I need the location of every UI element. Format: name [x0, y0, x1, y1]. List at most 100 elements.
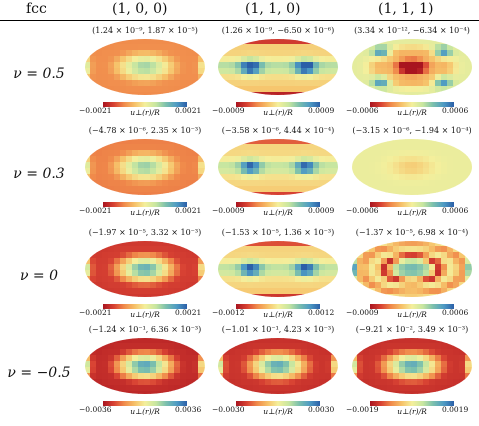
- map-cell: [441, 373, 448, 380]
- map-cell: [126, 338, 133, 344]
- map-cell: [441, 379, 448, 386]
- map-cell: [411, 44, 418, 51]
- map-cell: [325, 264, 332, 271]
- map-cell: [192, 39, 199, 45]
- map-cell: [120, 192, 127, 195]
- map-cell: [465, 162, 472, 169]
- map-cell: [218, 246, 224, 253]
- map-cell: [357, 349, 364, 356]
- map-cell: [277, 44, 284, 51]
- map-cell: [271, 162, 278, 169]
- map-cell: [102, 246, 109, 253]
- map-cell: [352, 162, 358, 169]
- map-cell: [138, 276, 145, 283]
- map-cell: [369, 168, 376, 175]
- map-cell: [435, 246, 442, 253]
- map-cell: [325, 44, 332, 51]
- map-cell: [369, 391, 376, 394]
- map-cell: [423, 355, 430, 362]
- map-cell: [331, 391, 338, 394]
- map-cell: [271, 246, 278, 253]
- map-cell: [295, 174, 302, 181]
- map-cell: [229, 92, 236, 95]
- map-cell: [465, 192, 472, 195]
- map-cell: [253, 156, 260, 163]
- map-cell: [138, 282, 145, 289]
- map-cell: [162, 338, 169, 344]
- map-cell: [399, 246, 406, 253]
- map-cell: [387, 56, 394, 63]
- map-cell: [204, 144, 205, 151]
- map-cell: [277, 246, 284, 253]
- map-cell: [235, 338, 242, 344]
- map-cell: [90, 80, 97, 87]
- map-cell: [295, 367, 302, 374]
- map-cell: [387, 180, 394, 187]
- map-cell: [180, 186, 187, 193]
- map-cell: [465, 44, 472, 51]
- map-cell: [235, 150, 242, 157]
- map-cell: [162, 56, 169, 63]
- map-cell: [471, 150, 472, 157]
- map-cell: [423, 186, 430, 193]
- colorbar-min-label: −0.0021: [79, 308, 112, 317]
- map-cell: [168, 246, 175, 253]
- map-cell: [241, 144, 248, 151]
- map-cell: [381, 241, 388, 247]
- map-cell: [253, 44, 260, 51]
- map-cell: [283, 39, 290, 45]
- map-cell: [375, 391, 382, 394]
- map-cell: [253, 150, 260, 157]
- map-cell: [138, 252, 145, 259]
- map-cell: [162, 139, 169, 145]
- map-cell: [307, 39, 314, 45]
- map-cell: [313, 361, 320, 368]
- map-cell: [307, 355, 314, 362]
- map-cell: [162, 294, 169, 297]
- map-cell: [295, 162, 302, 169]
- map-cell: [85, 86, 91, 93]
- map-cell: [459, 39, 466, 45]
- map-cell: [144, 264, 151, 271]
- map-cell: [387, 379, 394, 386]
- map-cell: [271, 192, 278, 195]
- map-cell: [241, 385, 248, 392]
- map-cell: [447, 270, 454, 277]
- map-cell: [417, 150, 424, 157]
- map-cell: [168, 294, 175, 297]
- map-cell: [319, 361, 326, 368]
- map-cell: [229, 264, 236, 271]
- map-cell: [120, 44, 127, 51]
- map-cell: [399, 62, 406, 69]
- map-cell: [471, 338, 472, 344]
- map-cell: [277, 276, 284, 283]
- map-cell: [138, 44, 145, 51]
- map-cell: [301, 241, 308, 247]
- panel-range-label: (−1.97 × 10⁻⁵, 3.32 × 10⁻³): [88, 228, 202, 237]
- map-cell: [96, 186, 103, 193]
- map-cell: [241, 355, 248, 362]
- map-cell: [253, 192, 260, 195]
- map-cell: [325, 270, 332, 277]
- map-cell: [126, 343, 133, 350]
- map-cell: [387, 270, 394, 277]
- map-cell: [459, 385, 466, 392]
- map-cell: [102, 270, 109, 277]
- map-cell: [241, 186, 248, 193]
- map-cell: [465, 86, 472, 93]
- map-cell: [126, 186, 133, 193]
- map-cell: [352, 282, 358, 289]
- map-cell: [102, 44, 109, 51]
- map-cell: [132, 92, 139, 95]
- map-cell: [435, 391, 442, 394]
- map-cell: [162, 50, 169, 57]
- map-cell: [369, 246, 376, 253]
- map-cell: [96, 192, 103, 195]
- map-cell: [352, 379, 358, 386]
- map-cell: [471, 92, 472, 95]
- map-cell: [271, 379, 278, 386]
- map-cell: [144, 349, 151, 356]
- map-cell: [120, 68, 127, 75]
- map-cell: [247, 192, 254, 195]
- map-cell: [441, 288, 448, 295]
